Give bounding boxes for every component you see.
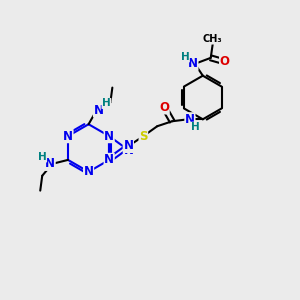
Text: N: N [123, 140, 134, 152]
Text: H: H [181, 52, 189, 62]
Text: N: N [185, 113, 195, 126]
Text: N: N [45, 158, 55, 170]
Text: N: N [84, 165, 94, 178]
Text: N: N [104, 153, 114, 167]
Text: CH₃: CH₃ [203, 34, 223, 44]
Text: N: N [94, 104, 103, 117]
Text: O: O [220, 55, 230, 68]
Text: H: H [38, 152, 46, 162]
Text: N: N [63, 130, 73, 142]
Text: H: H [191, 122, 200, 132]
Text: N: N [123, 144, 134, 157]
Text: O: O [159, 101, 169, 114]
Text: N: N [104, 130, 114, 142]
Text: N: N [188, 57, 198, 70]
Text: S: S [139, 130, 148, 142]
Text: H: H [102, 98, 111, 108]
